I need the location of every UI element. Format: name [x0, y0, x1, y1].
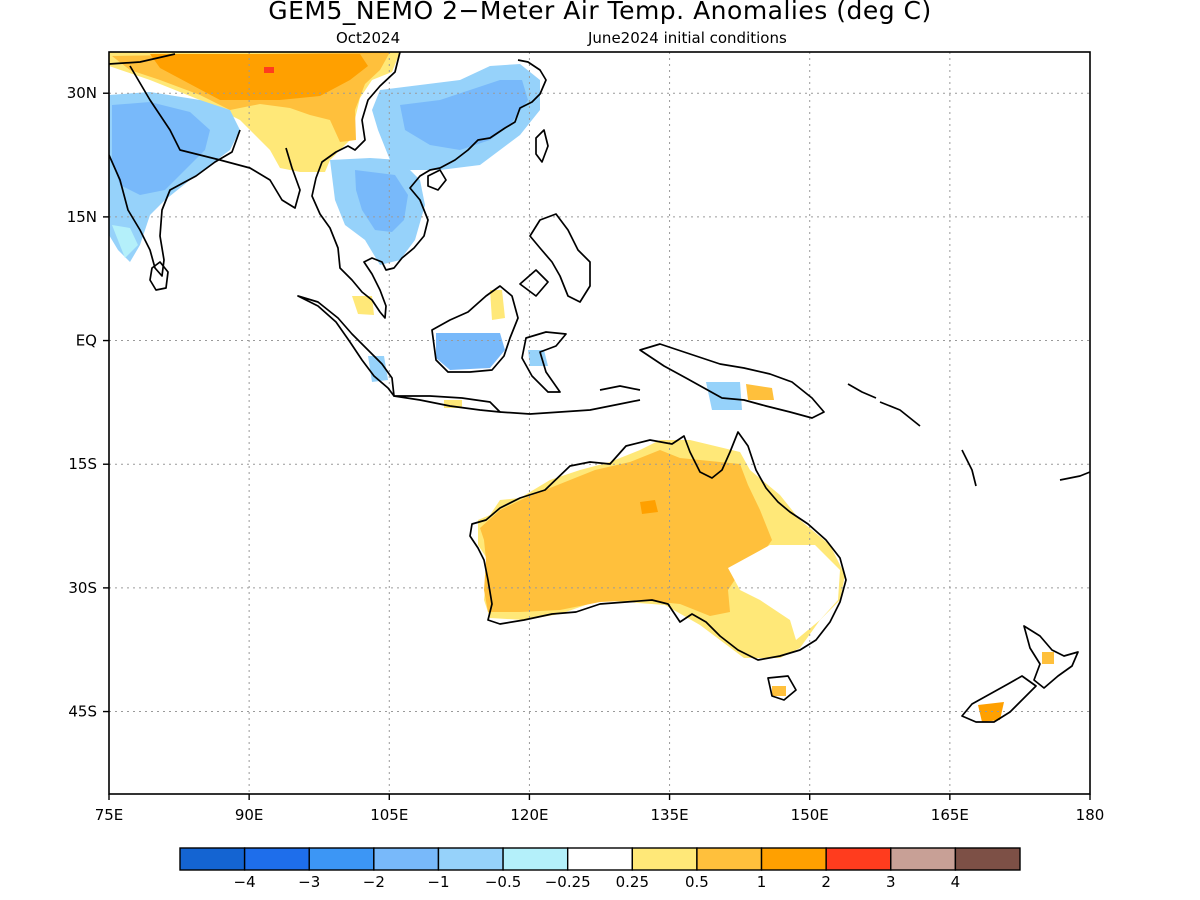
- anomaly-sumatra-warm: [352, 296, 374, 315]
- colorbar-label: 1: [757, 873, 767, 891]
- map-frame: [108, 51, 1091, 795]
- colorbar-swatch: [179, 847, 246, 871]
- coast-hainan: [427, 169, 447, 191]
- coast-new-guinea: [639, 343, 825, 419]
- coast-lesser-sunda: [499, 385, 641, 415]
- colorbar-swatch: [373, 847, 440, 871]
- colorbar-swatch: [890, 847, 957, 871]
- anomaly-png-warm: [746, 384, 774, 400]
- longitude-labels: 75E 90E 105E 120E 135E 150E 165E 180: [95, 794, 1105, 824]
- coast-sulawesi: [521, 331, 567, 393]
- lat-tick-label: 15S: [68, 455, 97, 473]
- colorbar-label: −4: [234, 873, 256, 891]
- lon-tick-label: 120E: [510, 806, 548, 824]
- coast-india: [109, 129, 241, 277]
- colorbar-swatch: [760, 847, 827, 871]
- lat-tick-label: 15N: [67, 208, 97, 226]
- coast-philippines: [519, 213, 591, 303]
- lon-tick-label: 165E: [931, 806, 969, 824]
- colorbar-swatch: [954, 847, 1021, 871]
- colorbar-label: 3: [886, 873, 896, 891]
- forecast-month-label: Oct2024: [336, 29, 401, 47]
- colorbar-swatch: [566, 847, 634, 871]
- colorbar-swatch: [696, 847, 763, 871]
- lon-tick-label: 150E: [791, 806, 829, 824]
- coast-sri-lanka: [149, 261, 169, 291]
- anomaly-borneo-cool: [436, 333, 505, 370]
- anomaly-india-cool-1c: [112, 102, 210, 195]
- colorbar-label: −0.5: [485, 873, 521, 891]
- map-title: GEM5_NEMO 2−Meter Air Temp. Anomalies (d…: [268, 0, 932, 25]
- coastlines: [109, 52, 1090, 723]
- lat-tick-label: EQ: [76, 332, 97, 350]
- coast-borneo: [431, 285, 519, 373]
- anomaly-australia-2c: [640, 500, 658, 514]
- colorbar-label: −1: [427, 873, 449, 891]
- colorbar-label: −3: [298, 873, 320, 891]
- lon-tick-label: 135E: [651, 806, 689, 824]
- colorbar-swatch: [631, 847, 698, 871]
- lon-tick-label: 90E: [235, 806, 264, 824]
- lon-tick-label: 105E: [370, 806, 408, 824]
- anomaly-india-cool-05: [112, 225, 138, 258]
- anomaly-nz-north-warm: [1042, 652, 1054, 664]
- colorbar-swatch: [502, 847, 569, 871]
- coast-vanuatu-fiji: [961, 449, 1090, 487]
- colorbar-swatch: [243, 847, 310, 871]
- anomaly-tibet-hot: [264, 67, 274, 73]
- colorbar-swatch: [308, 847, 375, 871]
- colorbar-label: 0.5: [685, 873, 709, 891]
- anomaly-tasmania-warm: [772, 686, 786, 696]
- coast-nz-south: [961, 675, 1037, 723]
- lat-tick-label: 30S: [68, 579, 97, 597]
- anomaly-china-warm-2c: [150, 54, 368, 100]
- anomaly-eastchina-cool-1c: [400, 80, 528, 150]
- latitude-labels: 30N 15N EQ 15S 30S 45S: [67, 84, 109, 721]
- colorbar-label: 4: [951, 873, 961, 891]
- anomaly-shading: [109, 52, 1054, 722]
- lat-lon-grid: [109, 52, 1090, 794]
- lon-tick-label: 180: [1076, 806, 1105, 824]
- coast-solomon-islands: [847, 383, 921, 427]
- anomaly-png-cool: [706, 382, 742, 410]
- anomaly-sulawesi-cool: [528, 350, 548, 366]
- lat-tick-label: 30N: [67, 84, 97, 102]
- lon-tick-label: 75E: [95, 806, 124, 824]
- colorbar-swatch: [437, 847, 504, 871]
- colorbar-swatch: [825, 847, 892, 871]
- coast-nz-north: [1023, 625, 1079, 689]
- colorbar-label: −2: [363, 873, 385, 891]
- coast-taiwan: [535, 129, 549, 163]
- colorbar-label: −0.25: [545, 873, 591, 891]
- anomaly-indochina-warm: [282, 140, 330, 172]
- coast-tasmania: [767, 675, 797, 701]
- lat-tick-label: 45S: [68, 703, 97, 721]
- colorbar-label: 2: [821, 873, 831, 891]
- colorbar: −4 −3 −2 −1 −0.5 −0.25 0.25 0.5 1 2 3 4: [179, 847, 1021, 891]
- coast-australia: [469, 431, 847, 661]
- anomaly-australia-normal: [728, 545, 840, 640]
- initial-conditions-label: June2024 initial conditions: [588, 29, 787, 47]
- anomaly-australia-warm-1c: [480, 450, 772, 616]
- anomaly-borneo-warm: [490, 290, 505, 320]
- coast-asia-mainland: [109, 52, 547, 319]
- colorbar-label: 0.25: [616, 873, 649, 891]
